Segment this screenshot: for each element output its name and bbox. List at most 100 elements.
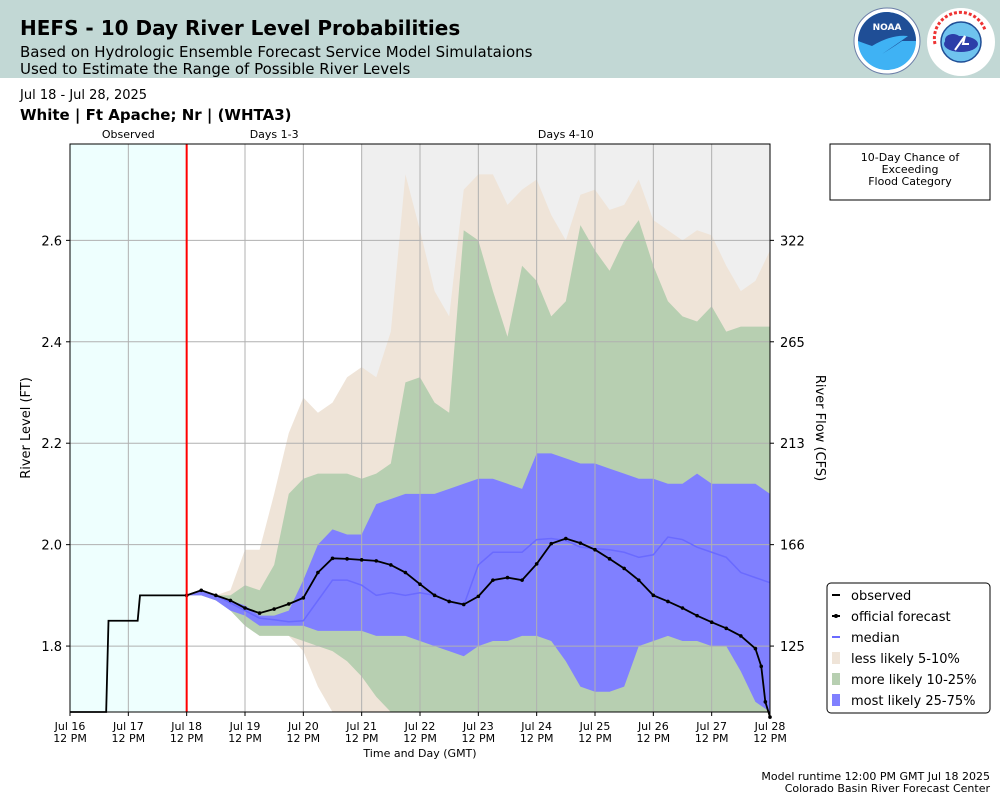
- forecast-point: [636, 578, 641, 582]
- forecast-center: Colorado Basin River Forecast Center: [784, 782, 990, 795]
- x-tick-label-day: Jul 18: [170, 720, 202, 733]
- model-runtime: Model runtime 12:00 PM GMT Jul 18 2025: [761, 770, 990, 783]
- forecast-point: [243, 606, 247, 610]
- y2-tick-label: 166: [780, 539, 805, 554]
- forecast-point: [666, 599, 670, 604]
- x-tick-label-time: 12 PM: [695, 732, 729, 745]
- y-tick-label: 2.6: [41, 234, 62, 249]
- flood-box-line-2: Exceeding: [882, 163, 939, 176]
- x-tick-label-time: 12 PM: [520, 732, 554, 745]
- x-tick-label-day: Jul 23: [462, 720, 494, 733]
- noaa-logo-icon: NOAA: [853, 7, 921, 75]
- y2-tick-label: 265: [780, 336, 805, 351]
- forecast-point: [724, 626, 729, 631]
- x-tick-label-day: Jul 16: [54, 720, 86, 733]
- x-tick-label-day: Jul 20: [287, 720, 319, 733]
- x-tick-label-time: 12 PM: [287, 732, 321, 745]
- period-label: Days 1-3: [250, 128, 299, 141]
- forecast-point: [739, 634, 743, 638]
- y2-tick-label: 213: [780, 437, 805, 452]
- y2-axis-label: River Flow (CFS): [812, 375, 827, 481]
- forecast-point: [432, 593, 437, 598]
- forecast-point: [461, 602, 466, 607]
- page-title: HEFS - 10 Day River Level Probabilities: [20, 16, 461, 40]
- header-banner: HEFS - 10 Day River Level Probabilities …: [0, 0, 1000, 78]
- x-tick-label-day: Jul 17: [112, 720, 144, 733]
- forecast-point: [316, 570, 320, 575]
- forecast-point: [199, 588, 204, 593]
- period-label: Days 4-10: [538, 128, 594, 141]
- forecast-point: [520, 578, 524, 582]
- forecast-point: [578, 541, 583, 545]
- forecast-point: [301, 596, 306, 600]
- forecast-point: [330, 556, 335, 561]
- legend-dot: [834, 614, 838, 618]
- legend-box: [826, 582, 991, 714]
- legend-swatch: [832, 673, 840, 685]
- forecast-point: [695, 613, 699, 618]
- legend-label: more likely 10-25%: [851, 673, 977, 688]
- forecast-point: [549, 541, 554, 546]
- forecast-point: [680, 606, 685, 610]
- y-axis-label: River Level (FT): [19, 377, 34, 479]
- forecast-point: [491, 578, 495, 582]
- legend-label: less likely 5-10%: [851, 652, 960, 667]
- forecast-point: [359, 558, 364, 562]
- x-tick-label-time: 12 PM: [578, 732, 612, 745]
- x-axis-label: Time and Day (GMT): [362, 747, 476, 760]
- y-tick-label: 1.8: [41, 640, 62, 655]
- x-tick-label-time: 12 PM: [462, 732, 496, 745]
- flood-box-line-1: 10-Day Chance of: [861, 151, 961, 164]
- y2-tick-label: 322: [780, 234, 805, 249]
- forecast-point: [768, 715, 772, 719]
- legend-swatch: [832, 652, 840, 664]
- x-tick-label-time: 12 PM: [753, 732, 787, 745]
- x-tick-label-day: Jul 26: [637, 720, 669, 733]
- forecast-point: [564, 536, 568, 541]
- forecast-point: [418, 582, 422, 586]
- period-label: Observed: [102, 128, 155, 141]
- x-tick-label-day: Jul 19: [229, 720, 261, 733]
- nws-logo-icon: [927, 8, 995, 76]
- legend-swatch: [832, 694, 840, 706]
- y-tick-label: 2.4: [41, 336, 62, 351]
- forecast-point: [286, 602, 291, 606]
- legend-label: official forecast: [851, 610, 951, 625]
- y-tick-label: 2.2: [41, 437, 62, 452]
- x-tick-label-time: 12 PM: [637, 732, 671, 745]
- x-tick-label-time: 12 PM: [228, 732, 262, 745]
- forecast-point: [374, 559, 379, 563]
- forecast-point: [228, 598, 233, 603]
- forecast-point: [607, 557, 612, 561]
- y-tick-label: 2.0: [41, 539, 62, 554]
- legend-label: most likely 25-75%: [851, 694, 975, 709]
- forecast-point: [759, 664, 764, 669]
- station-name: White | Ft Apache; Nr | (WHTA3): [20, 106, 292, 124]
- legend-label: median: [851, 631, 900, 646]
- subtitle-line-1: Based on Hydrologic Ensemble Forecast Se…: [20, 43, 533, 61]
- forecast-point: [763, 700, 768, 704]
- forecast-point: [476, 594, 481, 599]
- median-line: [186, 536, 771, 623]
- forecast-point: [622, 566, 626, 571]
- x-tick-label-time: 12 PM: [345, 732, 379, 745]
- forecast-point: [753, 646, 758, 651]
- forecast-point: [651, 593, 656, 598]
- x-tick-label-day: Jul 24: [520, 720, 552, 733]
- x-tick-label-day: Jul 28: [754, 720, 786, 733]
- subtitle-line-2: Used to Estimate the Range of Possible R…: [20, 60, 411, 78]
- x-tick-label-time: 12 PM: [170, 732, 204, 745]
- x-tick-label-day: Jul 22: [404, 720, 436, 733]
- forecast-point: [709, 620, 714, 625]
- forecast-point: [214, 593, 218, 598]
- forecast-point: [447, 599, 451, 604]
- x-tick-label-time: 12 PM: [53, 732, 87, 745]
- legend-label: observed: [851, 589, 911, 604]
- x-tick-label-day: Jul 25: [579, 720, 611, 733]
- forecast-point: [257, 611, 262, 615]
- flood-category-box: [829, 143, 991, 201]
- x-tick-label-day: Jul 21: [345, 720, 377, 733]
- forecast-point: [505, 575, 510, 580]
- flood-box-line-3: Flood Category: [868, 175, 952, 188]
- svg-text:NOAA: NOAA: [873, 23, 902, 33]
